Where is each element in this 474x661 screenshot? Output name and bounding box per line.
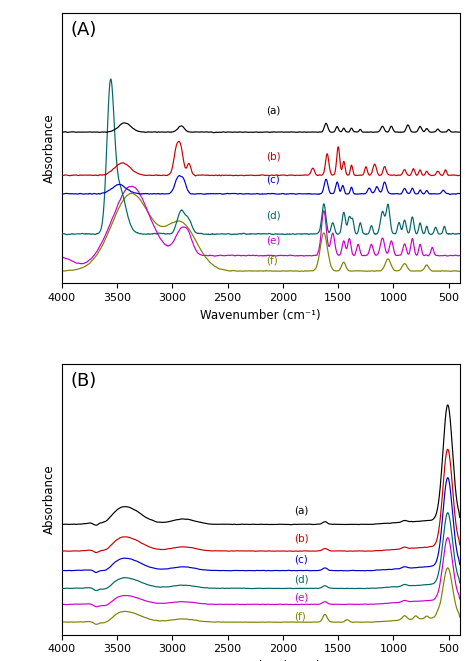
X-axis label: Wavenumber (cm⁻¹): Wavenumber (cm⁻¹): [201, 309, 321, 322]
Y-axis label: Absorbance: Absorbance: [43, 114, 56, 183]
Text: (b): (b): [266, 152, 281, 162]
Text: (a): (a): [266, 106, 281, 116]
Text: (d): (d): [266, 210, 281, 221]
Text: (c): (c): [266, 175, 280, 185]
Text: (f): (f): [266, 255, 278, 265]
Text: (b): (b): [294, 533, 309, 543]
Text: (f): (f): [294, 612, 306, 622]
Text: (e): (e): [266, 235, 281, 245]
Text: (B): (B): [71, 371, 97, 389]
Y-axis label: Absorbance: Absorbance: [43, 465, 56, 534]
Text: (c): (c): [294, 555, 308, 565]
X-axis label: Wavenumber (cm⁻¹): Wavenumber (cm⁻¹): [201, 660, 321, 661]
Text: (e): (e): [294, 592, 308, 602]
Text: (a): (a): [294, 505, 308, 515]
Text: (A): (A): [71, 21, 97, 39]
Text: (d): (d): [294, 574, 309, 584]
